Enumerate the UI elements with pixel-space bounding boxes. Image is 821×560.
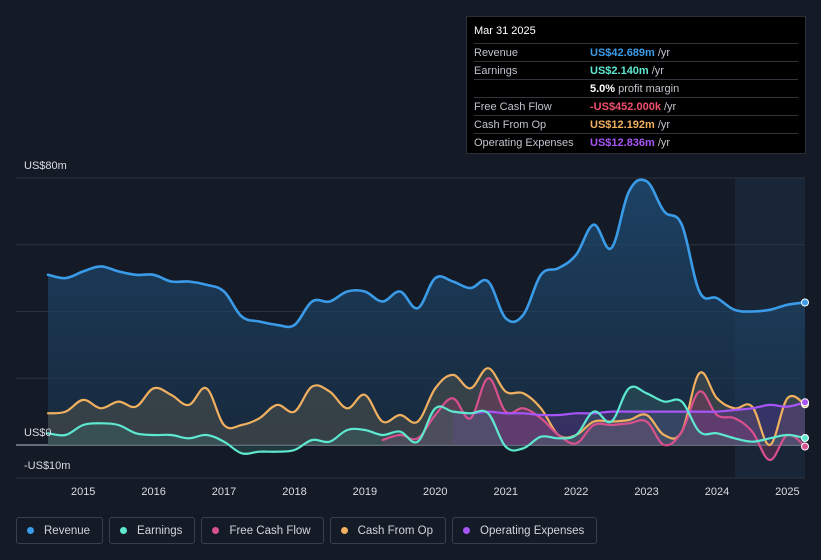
x-tick-label-2017: 2017	[212, 486, 236, 498]
tooltip-unit: profit margin	[618, 83, 680, 95]
legend-item-earnings[interactable]: Earnings	[109, 517, 196, 544]
x-tick-label-2015: 2015	[71, 486, 95, 498]
legend-dot-icon	[27, 527, 34, 534]
legend-label: Revenue	[44, 524, 91, 537]
series-end-markers	[801, 298, 809, 451]
series-area-revenue	[48, 179, 805, 445]
legend-item-cash-from-op[interactable]: Cash From Op	[329, 517, 447, 544]
series-lines	[46, 178, 807, 462]
x-tick-label-2019: 2019	[353, 486, 377, 498]
series-end-marker-earnings	[801, 433, 809, 442]
series-area-free-cash-flow	[382, 378, 805, 461]
series-line-operating-expenses	[451, 401, 807, 417]
x-axis-ticks: 2015 2016 2017 2018 2019 2020 2021 2022 2023 2024…	[71, 486, 800, 498]
legend-item-free-cash-flow[interactable]: Free Cash Flow	[201, 517, 324, 544]
legend-item-revenue[interactable]: Revenue	[16, 517, 104, 544]
legend-label: Free Cash Flow	[229, 524, 311, 537]
tooltip-value: 5.0%	[590, 83, 616, 95]
x-tick-label-2021: 2021	[493, 486, 517, 498]
tooltip-label	[474, 81, 590, 97]
x-tick-label-2023: 2023	[634, 486, 658, 498]
x-tick-label-2022: 2022	[564, 486, 588, 498]
legend-dot-icon	[340, 527, 348, 534]
series-end-marker-operating-expenses	[801, 398, 809, 407]
tooltip-unit: /yr	[651, 65, 664, 77]
tooltip-label: Free Cash Flow	[474, 101, 552, 113]
tooltip-row-cash-from-op: Cash From Op US$12.192m /yr	[474, 116, 798, 134]
series-line-earnings	[46, 385, 807, 455]
tooltip-label: Cash From Op	[474, 119, 547, 131]
legend-dot-icon	[463, 527, 471, 534]
tooltip-unit: /yr	[657, 47, 671, 59]
tooltip-value: US$12.192m	[590, 119, 655, 131]
legend-label: Cash From Op	[357, 524, 434, 537]
tooltip-row-operating-expenses: Operating Expenses US$12.836m /yr	[474, 134, 798, 151]
series-line-free-cash-flow	[381, 377, 807, 462]
data-tooltip: Mar 31 2025 Revenue US$42.689m /yr Earni…	[466, 16, 806, 154]
x-tick-label-2016: 2016	[141, 486, 165, 498]
chart-area: 2015 2016 2017 2018 2019 2020 2021 2022 2023 2024…	[16, 177, 809, 498]
legend-dot-icon	[212, 527, 220, 534]
tooltip-row-profit-margin: 5.0% profit margin	[474, 80, 798, 98]
tooltip-unit: /yr	[657, 119, 671, 131]
legend-item-operating-expenses[interactable]: Operating Expenses	[452, 517, 598, 544]
tooltip-value: US$12.836m	[590, 137, 655, 149]
tooltip-label: Revenue	[474, 47, 519, 59]
chart-legend: Revenue Earnings Free Cash Flow Cash Fro…	[16, 517, 598, 544]
tooltip-label: Earnings	[474, 65, 518, 77]
tooltip-row-earnings: Earnings US$2.140m /yr	[474, 62, 798, 80]
tooltip-label: Operating Expenses	[474, 137, 574, 149]
y-label-zero: US$0	[24, 427, 52, 439]
x-tick-label-2020: 2020	[423, 486, 447, 498]
x-tick-label-2018: 2018	[282, 486, 306, 498]
tooltip-row-free-cash-flow: Free Cash Flow -US$452.000k /yr	[474, 98, 798, 116]
y-label-bottom: -US$10m	[24, 460, 71, 472]
series-line-revenue	[46, 178, 807, 329]
tooltip-value: -US$452.000k	[590, 101, 661, 113]
tooltip-value: US$2.140m	[590, 65, 649, 77]
legend-dot-icon	[120, 527, 128, 534]
series-end-marker-revenue	[801, 298, 809, 307]
tooltip-value: US$42.689m	[590, 47, 655, 59]
x-tick-label-2025: 2025	[775, 486, 799, 498]
tooltip-unit: /yr	[657, 137, 671, 149]
x-tick-label-2024: 2024	[705, 486, 729, 498]
series-area-earnings	[48, 386, 805, 454]
tooltip-unit: /yr	[663, 101, 677, 113]
legend-label: Operating Expenses	[480, 524, 585, 537]
tooltip-row-revenue: Revenue US$42.689m /yr	[474, 44, 798, 62]
y-label-top: US$80m	[24, 160, 67, 172]
series-end-marker-free-cash-flow	[801, 442, 809, 451]
legend-label: Earnings	[137, 524, 183, 537]
tooltip-date: Mar 31 2025	[474, 23, 798, 44]
